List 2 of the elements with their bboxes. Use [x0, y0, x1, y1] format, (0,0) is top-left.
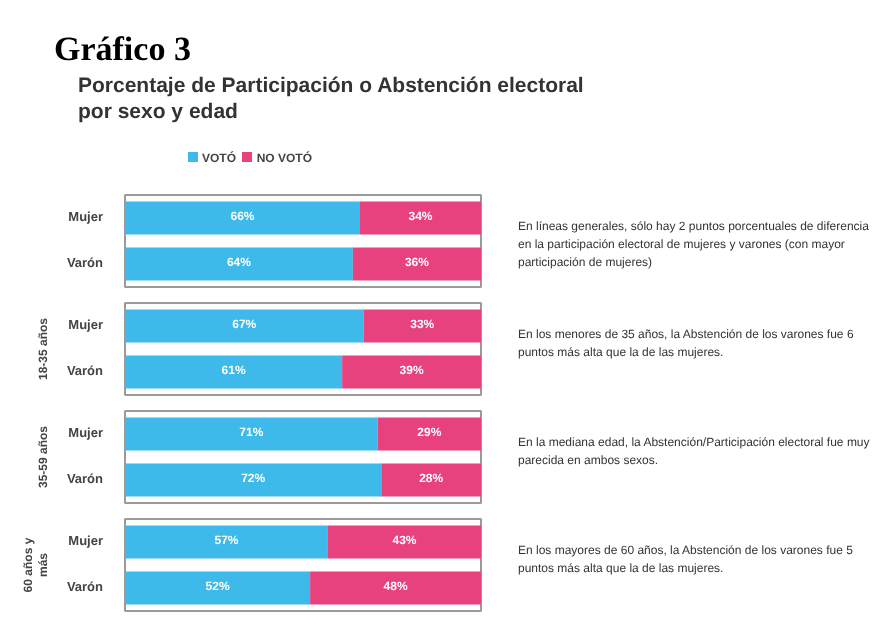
chart-subtitle: Porcentaje de Participación o Abstención electoral por sexo y edad — [78, 74, 586, 127]
chart-title: Gráfico 3 — [54, 28, 191, 72]
